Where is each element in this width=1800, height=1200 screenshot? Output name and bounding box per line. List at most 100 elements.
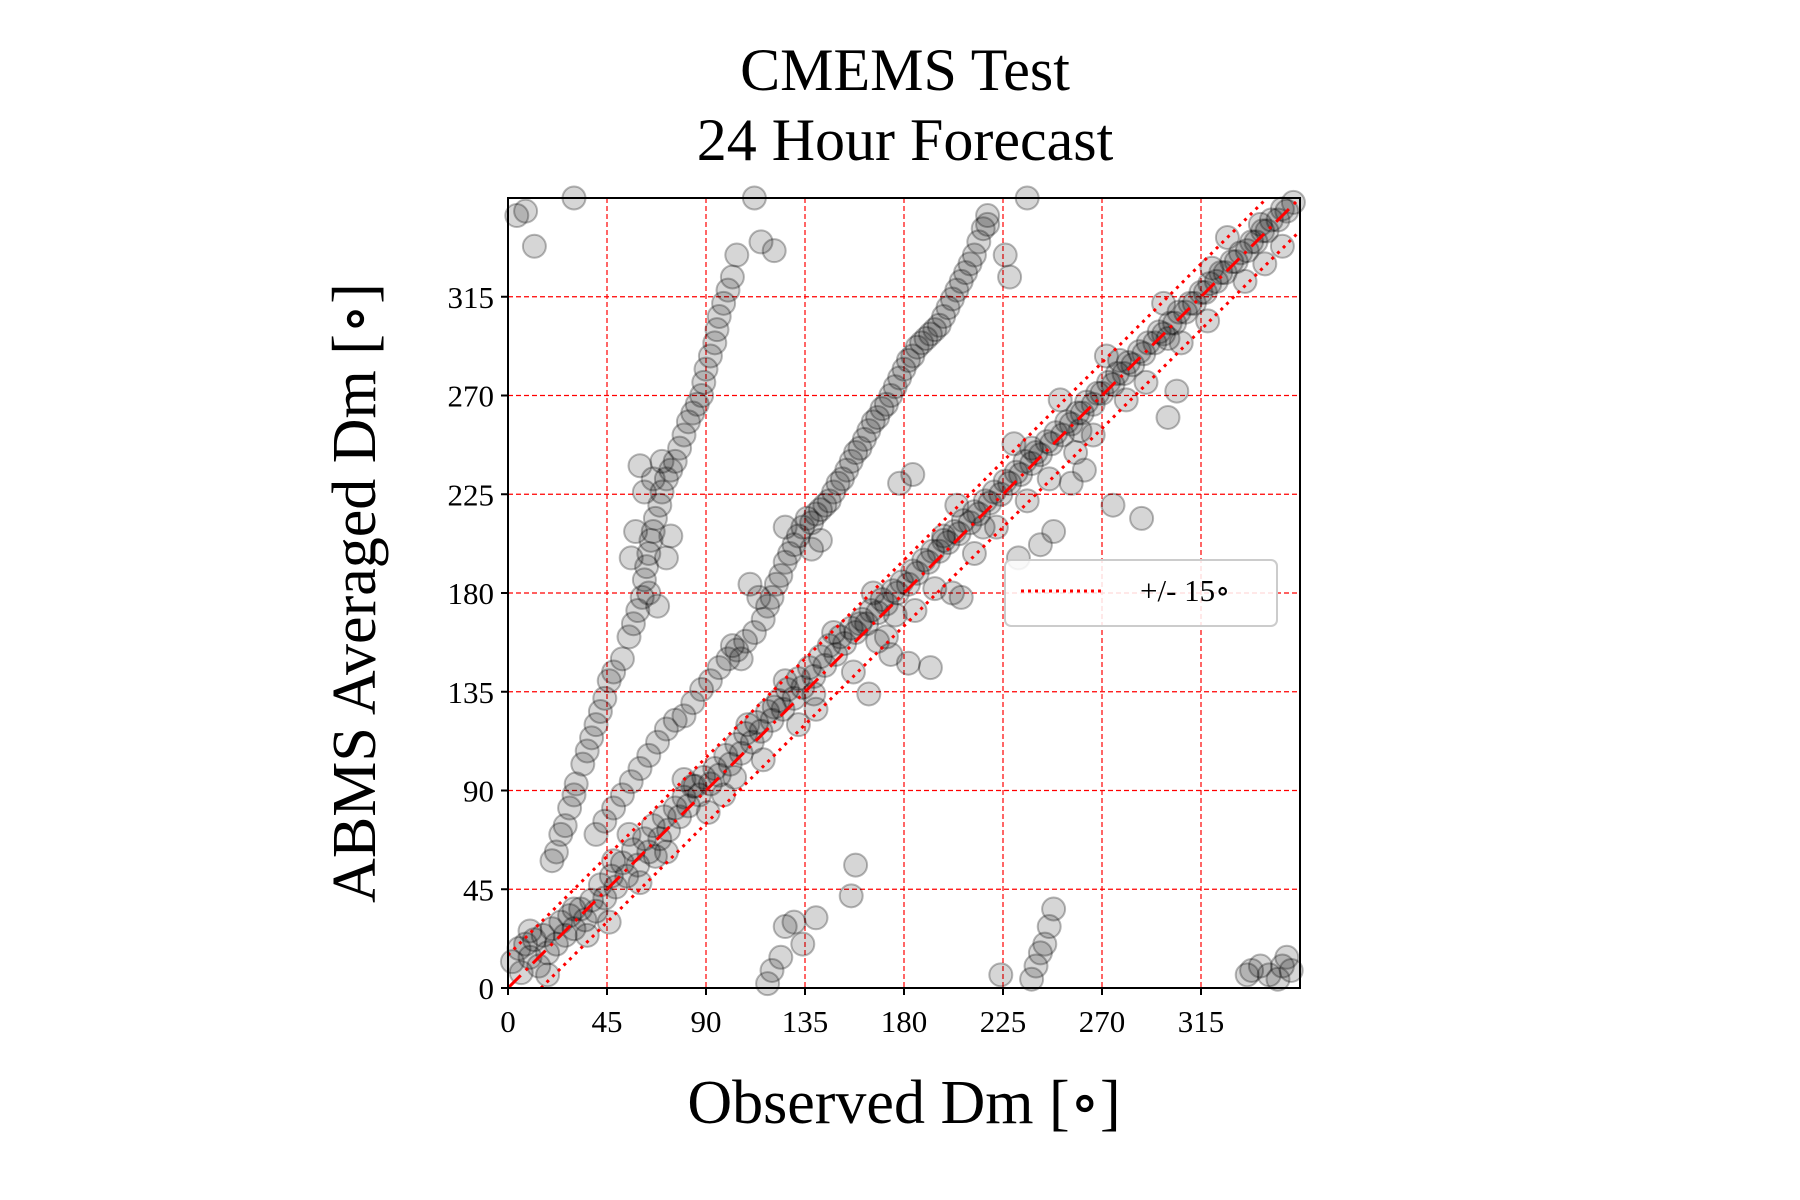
data-point bbox=[785, 523, 811, 549]
data-point bbox=[851, 426, 877, 452]
data-point bbox=[1003, 459, 1029, 485]
data-point bbox=[922, 576, 948, 602]
data-point bbox=[499, 949, 525, 975]
data-point bbox=[1008, 462, 1034, 487]
data-point bbox=[1034, 429, 1060, 455]
data-point bbox=[715, 646, 741, 672]
data-point bbox=[829, 466, 855, 492]
data-point bbox=[667, 435, 693, 461]
data-point bbox=[629, 584, 655, 610]
data-point bbox=[843, 440, 869, 466]
data-point bbox=[838, 448, 864, 474]
data-point bbox=[691, 764, 717, 790]
data-point bbox=[772, 514, 798, 540]
data-point bbox=[693, 356, 719, 382]
data-point bbox=[1164, 378, 1190, 404]
data-point bbox=[724, 637, 750, 663]
data-point bbox=[909, 330, 935, 356]
data-point bbox=[869, 396, 895, 422]
data-point bbox=[744, 709, 770, 735]
data-point bbox=[623, 519, 649, 545]
x-tick-label: 180 bbox=[881, 1004, 928, 1039]
legend: +/- 15∘ bbox=[1004, 559, 1278, 627]
data-point bbox=[675, 793, 701, 819]
data-point bbox=[913, 325, 939, 351]
data-point bbox=[1239, 229, 1265, 255]
data-point bbox=[761, 694, 787, 720]
data-point bbox=[697, 668, 723, 694]
data-point bbox=[891, 356, 917, 382]
data-point bbox=[1027, 532, 1053, 558]
data-point bbox=[1195, 308, 1221, 334]
data-point bbox=[873, 591, 899, 617]
data-point bbox=[719, 633, 745, 659]
data-point bbox=[704, 317, 730, 343]
data-point bbox=[733, 720, 759, 746]
data-point bbox=[583, 712, 609, 738]
x-tick-label: 270 bbox=[1079, 1004, 1126, 1039]
data-point bbox=[1089, 380, 1115, 406]
data-point bbox=[587, 699, 613, 724]
data-point bbox=[625, 852, 651, 878]
data-point bbox=[695, 799, 721, 825]
data-point bbox=[671, 784, 697, 810]
data-point bbox=[552, 813, 578, 839]
data-point bbox=[865, 404, 891, 430]
data-point bbox=[618, 545, 644, 571]
data-point bbox=[557, 795, 583, 821]
data-point bbox=[790, 674, 816, 700]
data-point bbox=[931, 523, 957, 549]
data-point bbox=[1228, 240, 1254, 266]
data-point bbox=[878, 383, 904, 408]
data-point bbox=[939, 580, 965, 606]
data-point bbox=[689, 383, 715, 408]
data-point bbox=[759, 707, 785, 733]
data-point bbox=[781, 685, 807, 711]
data-point bbox=[649, 448, 675, 474]
data-point bbox=[748, 229, 774, 255]
data-point bbox=[790, 514, 816, 540]
data-point bbox=[946, 521, 972, 547]
data-point bbox=[653, 716, 679, 742]
data-point bbox=[873, 624, 899, 650]
data-point bbox=[739, 729, 765, 755]
data-point bbox=[1252, 251, 1278, 277]
data-point bbox=[759, 584, 785, 610]
data-point bbox=[944, 277, 970, 303]
data-point bbox=[887, 365, 913, 391]
data-point bbox=[1239, 957, 1265, 983]
data-point bbox=[768, 944, 794, 970]
data-point bbox=[620, 611, 646, 637]
data-point bbox=[526, 953, 552, 979]
data-point bbox=[653, 466, 679, 492]
data-point bbox=[1080, 422, 1106, 448]
data-point bbox=[513, 198, 539, 224]
data-point bbox=[647, 492, 673, 518]
data-point bbox=[948, 268, 974, 294]
data-point bbox=[671, 703, 697, 729]
data-point bbox=[1265, 966, 1291, 992]
data-point bbox=[1166, 299, 1192, 325]
data-point bbox=[1058, 470, 1084, 496]
data-point bbox=[843, 852, 869, 878]
data-point bbox=[535, 940, 561, 966]
data-point bbox=[977, 490, 1003, 516]
data-point bbox=[1014, 488, 1040, 514]
data-point bbox=[1041, 896, 1067, 922]
data-point bbox=[689, 677, 715, 703]
legend-label: +/- 15∘ bbox=[1140, 573, 1230, 608]
data-point bbox=[948, 584, 974, 610]
data-point bbox=[1113, 387, 1139, 413]
data-point bbox=[1065, 400, 1091, 426]
data-point bbox=[1041, 519, 1067, 545]
data-point bbox=[735, 712, 761, 738]
data-point bbox=[878, 641, 904, 667]
data-point bbox=[755, 593, 781, 619]
data-point bbox=[686, 782, 712, 808]
data-point bbox=[682, 773, 708, 799]
data-point bbox=[552, 922, 578, 948]
data-point bbox=[1036, 914, 1062, 940]
offset-line bbox=[508, 198, 1269, 957]
data-point bbox=[609, 782, 635, 808]
data-point bbox=[790, 931, 816, 957]
